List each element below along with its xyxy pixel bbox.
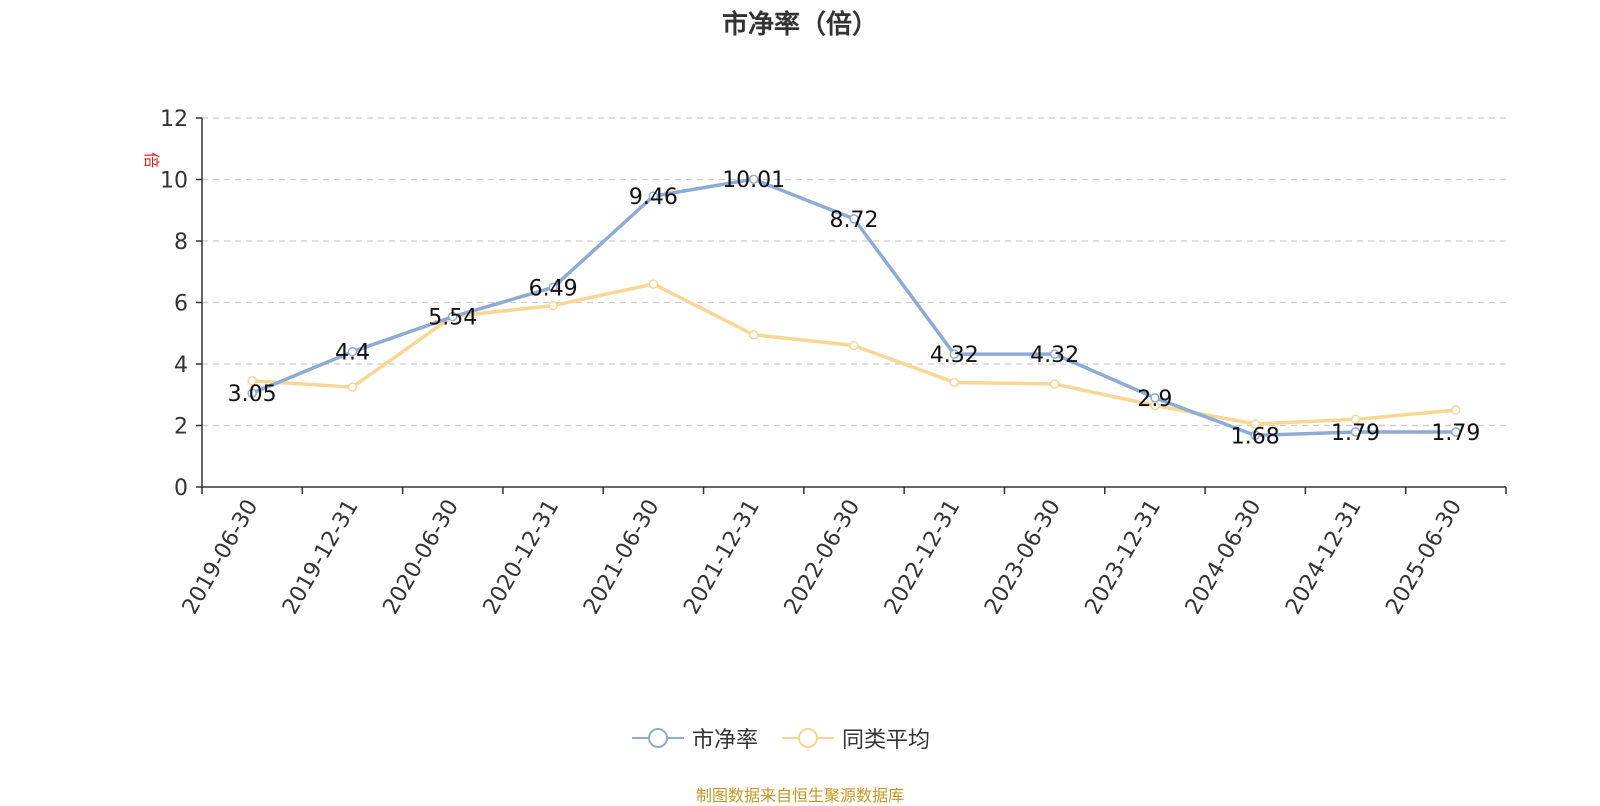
data-label: 9.46 [629,185,678,210]
data-label: 3.05 [228,382,277,407]
y-tick-label: 4 [174,353,188,378]
data-point-pb [949,349,960,359]
data-label: 4.32 [1030,343,1079,368]
y-tick-label: 12 [160,107,188,132]
data-point-peer-avg [1250,419,1260,429]
y-tick-label: 10 [160,169,188,194]
data-label: 4.4 [335,341,370,366]
data-point-peer-avg [347,382,358,392]
series-lines [247,174,1461,441]
data-label: 8.72 [830,208,879,233]
data-label: 1.79 [1331,421,1380,446]
x-tick-label: 2019-06-30 [178,496,264,619]
data-point-pb [748,174,759,184]
data-point-peer-avg [247,376,257,386]
data-label: 1.79 [1431,421,1480,446]
legend-label-pb: 市净率 [692,728,759,753]
data-point-peer-avg [648,279,659,289]
x-tick-label: 2020-06-30 [378,496,464,619]
legend-item-pb[interactable]: 市净率 [632,722,758,754]
data-label: 4.32 [930,343,979,368]
data-point-pb [1451,427,1461,437]
data-point-pb [1350,427,1361,437]
y-axis-unit: 倍 [142,152,161,168]
data-point-pb [247,388,257,398]
x-tick-label: 2024-12-31 [1281,496,1367,619]
x-tick-label: 2022-06-30 [780,496,866,619]
x-tick-label: 2024-06-30 [1181,496,1267,619]
y-tick-label: 2 [174,415,188,440]
data-point-pb [448,311,458,322]
data-label: 5.54 [428,306,477,331]
x-tick-label: 2022-12-31 [880,495,966,618]
data-point-peer-avg [949,377,960,388]
data-label: 6.49 [529,276,578,301]
data-point-peer-avg [548,300,558,311]
x-tick-label: 2021-06-30 [579,496,665,619]
x-tick-label: 2023-12-31 [1081,496,1167,619]
data-label: 1.68 [1231,424,1280,449]
data-point-peer-avg [748,330,759,340]
legend-item-peer-avg[interactable]: 同类平均 [782,722,930,754]
legend-marker-peer-avg [782,728,834,748]
grid-lines [202,117,1506,427]
data-point-pb [347,346,358,357]
data-point-pb [548,282,558,293]
x-tick-label: 2023-06-30 [980,496,1066,619]
x-tick-label: 2021-12-31 [679,496,765,619]
data-label: 2.9 [1137,387,1172,412]
legend-marker-pb [632,728,684,748]
source-note: 制图数据来自恒生聚源数据库 [695,786,904,805]
x-tick-label: 2020-12-31 [479,496,565,619]
data-point-pb [1150,393,1160,403]
legend-label-peer-avg: 同类平均 [842,728,931,753]
data-point-pb [849,214,859,224]
y-tick-label: 8 [174,230,188,255]
data-labels: 3.05 4.4 5.54 6.49 9.46 10.01 8.72 4.32 4.32 2.9 1… [228,168,1481,449]
data-point-pb [648,191,659,201]
data-point-peer-avg [1451,405,1461,415]
x-tick-label: 2025-06-30 [1381,496,1467,619]
y-tick-label: 6 [174,292,188,317]
y-tick-label: 0 [174,476,188,501]
data-label: 10.01 [722,168,785,193]
chart-title: 市净率（倍） [721,10,878,40]
data-point-peer-avg [1350,414,1361,425]
data-point-peer-avg [849,340,859,351]
data-point-pb [1049,349,1060,359]
data-point-pb [1250,430,1260,441]
data-point-peer-avg [1049,379,1060,389]
x-tick-label: 2019-12-31 [278,496,364,619]
